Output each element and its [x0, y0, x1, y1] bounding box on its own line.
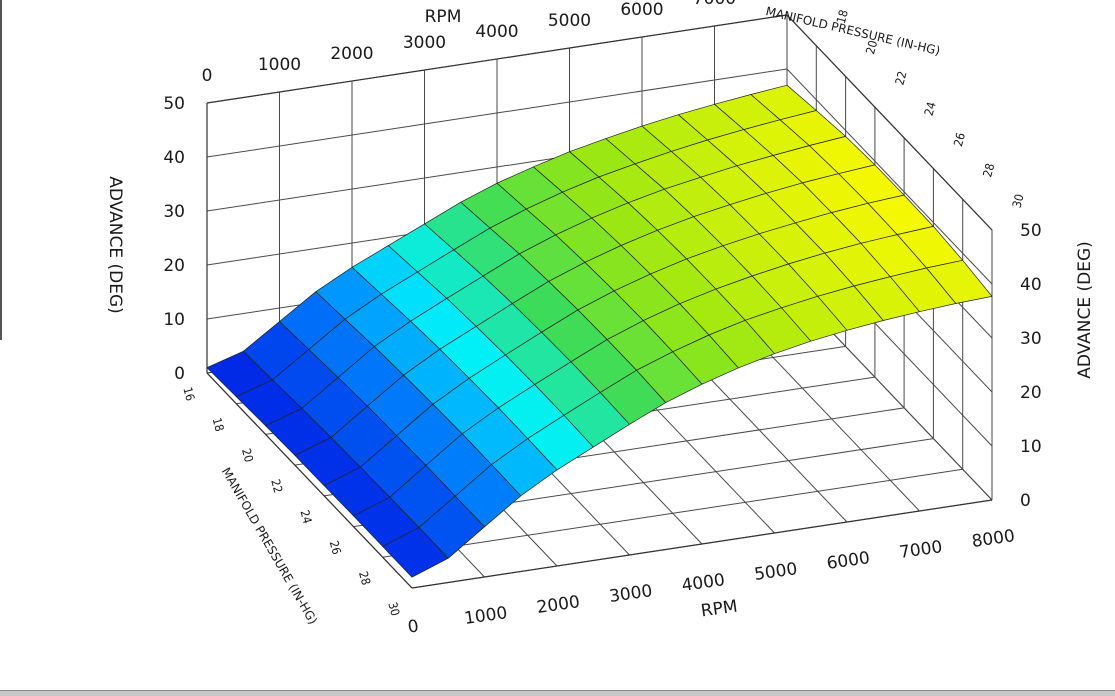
floor-gridline [382, 468, 963, 558]
y-tick-label-left: 20 [239, 447, 256, 464]
y-tick-label-left: 24 [297, 508, 314, 525]
x-tick-label-top: 2000 [330, 44, 373, 64]
x-tick-label-bottom: 7000 [898, 537, 944, 563]
window-left-edge [0, 0, 2, 340]
z-tick-label-left: 20 [163, 256, 185, 276]
x-tick-label-top: 0 [202, 66, 213, 86]
x-tick-label-top: 6000 [620, 0, 663, 20]
box-edge [206, 14, 788, 104]
x-tick-label-bottom: 5000 [753, 559, 799, 585]
x-tick-label-bottom: 3000 [608, 581, 654, 607]
y-tick-label-left: 26 [327, 539, 344, 556]
x-tick-label-bottom: 4000 [680, 570, 726, 596]
z-tick-label-right: 0 [1020, 491, 1031, 511]
box-edge [786, 14, 993, 231]
y-tick-label-top: 30 [1010, 192, 1027, 209]
y-tick-label-top: 22 [892, 70, 909, 87]
z-tick-label-right: 40 [1020, 275, 1042, 295]
z-tick-label-right: 30 [1020, 329, 1042, 349]
x-tick-label-top: 1000 [258, 55, 301, 75]
x-axis-title-top: RPM [425, 7, 462, 27]
z-tick-label-right: 10 [1020, 437, 1042, 457]
z-tick-label-left: 30 [163, 202, 185, 222]
y-tick-label-left: 16 [180, 386, 197, 403]
y-tick-label-top: 24 [922, 100, 939, 117]
y-axis-title-left: MANIFOLD PRESSURE (IN-HG) [219, 465, 320, 627]
y-tick-label-top: 28 [980, 162, 997, 179]
x-axis-title-bottom: RPM [700, 597, 739, 622]
box-edge [206, 372, 413, 589]
z-tick-label-right: 50 [1020, 221, 1042, 241]
y-tick-label-left: 18 [210, 416, 227, 433]
x-tick-label-top: 5000 [548, 11, 591, 31]
surface-cell [382, 527, 449, 578]
y-tick-label-left: 30 [385, 601, 402, 618]
z-tick-label-left: 40 [163, 148, 185, 168]
y-tick-label-left: 28 [356, 570, 373, 587]
x-tick-label-top: 7000 [693, 0, 736, 9]
y-axis-title-top: MANIFOLD PRESSURE (IN-HG) [764, 4, 941, 58]
y-tick-label-top: 26 [951, 131, 968, 148]
z-axis-title-right: ADVANCE (DEG) [1075, 241, 1095, 379]
y-tick-label-left: 22 [268, 478, 285, 495]
x-tick-label-bottom: 8000 [970, 526, 1016, 552]
window-bottom-edge [0, 690, 1115, 696]
x-tick-label-top: 3000 [403, 33, 446, 53]
x-tick-label-bottom: 2000 [535, 592, 581, 618]
y-tick-label-top: 18 [834, 8, 851, 25]
z-tick-label-left: 0 [174, 364, 185, 384]
y-tick-label-top: 20 [863, 39, 880, 56]
x-tick-label-bottom: 1000 [463, 603, 509, 629]
surface-mesh [206, 84, 993, 578]
right-wall-gridline [786, 68, 993, 285]
x-tick-label-top: 4000 [475, 22, 518, 42]
z-tick-label-right: 20 [1020, 383, 1042, 403]
z-tick-label-left: 10 [163, 310, 185, 330]
z-axis-title-left: ADVANCE (DEG) [105, 176, 125, 314]
back-wall-gridline [206, 68, 788, 158]
x-tick-label-bottom: 0 [407, 616, 421, 637]
box-edge [411, 499, 993, 589]
x-tick-label-bottom: 6000 [825, 548, 871, 574]
z-tick-label-left: 50 [163, 94, 185, 114]
